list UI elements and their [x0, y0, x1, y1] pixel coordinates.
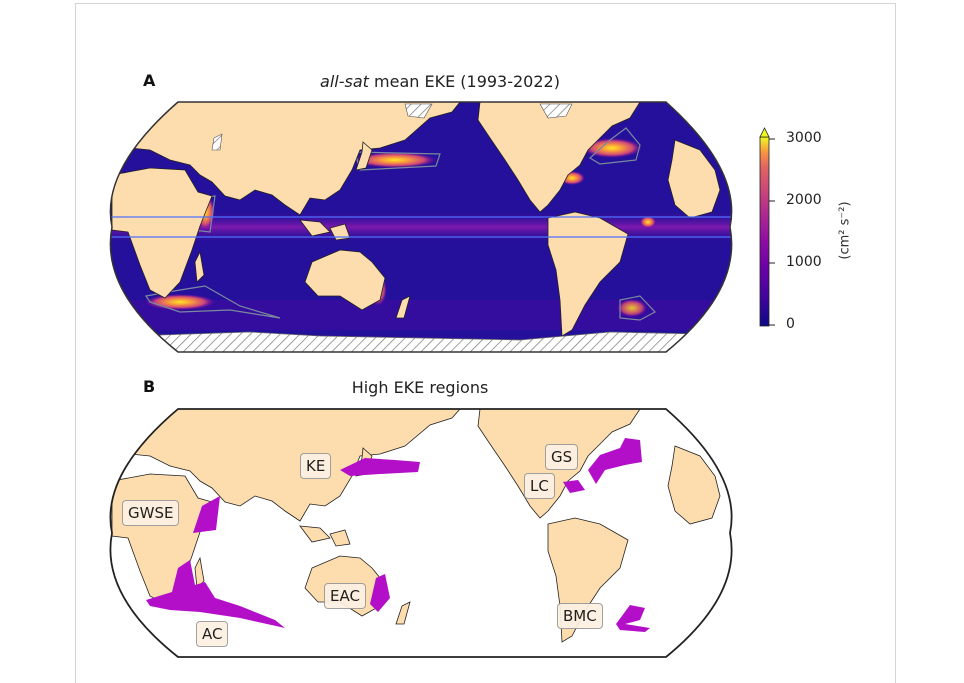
region-label-gwse: GWSE	[122, 500, 180, 526]
region-gwse-shape	[193, 496, 220, 533]
figure-frame	[75, 3, 896, 683]
region-ac-shape	[146, 560, 285, 628]
region-label-gs: GS	[545, 444, 579, 470]
region-lc-shape	[563, 480, 585, 493]
panel-a-letter: A	[143, 71, 156, 90]
region-label-bmc: BMC	[557, 603, 603, 629]
map-b-content	[110, 409, 732, 657]
panel-b-letter: B	[143, 377, 156, 396]
region-label-eac: EAC	[324, 583, 366, 609]
region-gs-shape	[588, 438, 642, 484]
land-a	[111, 102, 721, 337]
colorbar-tick-1000: 1000	[786, 254, 822, 270]
panel-b-title: High EKE regions	[351, 378, 489, 397]
colorbar	[759, 127, 775, 327]
high-eke-regions	[146, 438, 650, 632]
colorbar-tick-2000: 2000	[786, 192, 822, 208]
region-label-ac: AC	[196, 621, 229, 647]
colorbar-tick-3000: 3000	[786, 130, 822, 146]
panel-a-title-italic: all-sat	[320, 72, 369, 91]
region-label-lc: LC	[524, 473, 555, 499]
colorbar-unit-label: (cm² s⁻²)	[837, 201, 853, 260]
map-b-border	[109, 408, 733, 658]
region-label-ke: KE	[300, 453, 332, 479]
region-eac-shape	[370, 574, 390, 612]
panel-a-title: all-sat mean EKE (1993-2022)	[250, 72, 630, 91]
map-a-content	[110, 102, 732, 352]
panel-a-title-rest: mean EKE (1993-2022)	[368, 72, 560, 91]
map-a-border	[109, 101, 733, 353]
region-ke-shape	[340, 458, 420, 476]
colorbar-tick-0: 0	[786, 316, 795, 332]
region-bmc-shape	[616, 605, 650, 632]
